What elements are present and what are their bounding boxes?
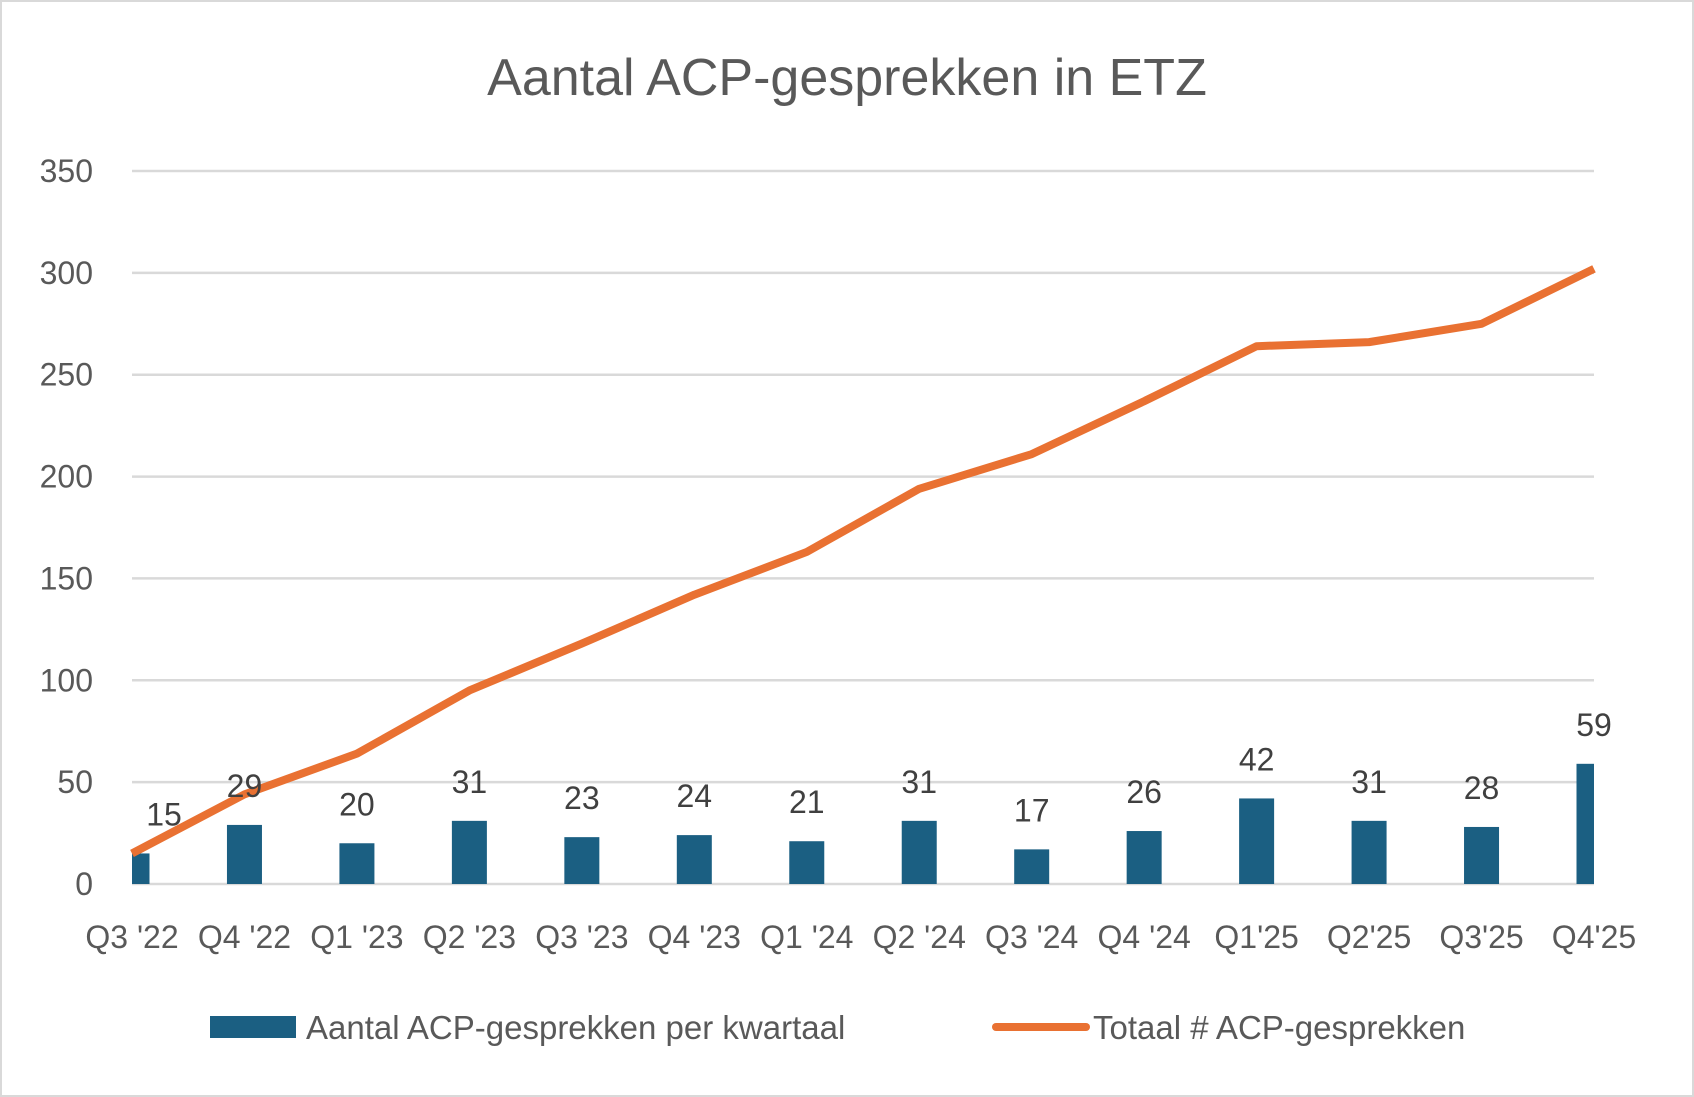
bar [789,841,825,884]
legend: Aantal ACP-gesprekken per kwartaal Totaa… [210,1009,1465,1046]
y-tick-label: 250 [40,357,93,393]
x-axis-ticks: Q3 '22 Q4 '22 Q1 '23 Q2 '23 Q3 '23 Q4 '23 Q1 '… [85,919,1636,955]
data-label: 15 [146,796,182,832]
x-tick-label: Q3 '24 [985,919,1078,955]
y-tick-label: 100 [40,662,93,698]
data-label: 59 [1576,707,1612,743]
bar-series [132,763,1594,884]
bar [1126,831,1162,884]
bar [1576,763,1594,884]
x-tick-label: Q2 '23 [423,919,516,955]
bar [676,835,712,884]
x-tick-label: Q3'25 [1439,919,1523,955]
gridlines [132,169,1594,886]
bar [564,837,600,884]
y-axis-ticks: 0 50 100 150 200 250 300 350 [40,153,93,902]
bar [1464,826,1500,884]
data-labels: 15 29 20 31 23 24 21 31 17 26 42 31 28 59 [146,707,1612,833]
bar [1351,820,1387,884]
data-label: 31 [901,764,937,800]
y-tick-label: 0 [75,866,93,902]
y-tick-label: 200 [40,459,93,495]
legend-line-label: Totaal # ACP-gesprekken [1093,1009,1465,1046]
bar [339,843,375,884]
bar [451,820,487,884]
x-tick-label: Q3 '23 [535,919,628,955]
line-series [130,265,1596,857]
data-label: 28 [1464,770,1500,806]
data-label: 20 [339,786,375,822]
x-tick-label: Q4 '22 [198,919,291,955]
x-tick-label: Q3 '22 [85,919,178,955]
data-label: 42 [1239,741,1275,777]
legend-bar-swatch [210,1016,296,1038]
data-label: 17 [1014,792,1050,828]
bar [226,824,262,884]
x-tick-label: Q1'25 [1214,919,1298,955]
data-label: 31 [1351,764,1387,800]
y-tick-label: 50 [57,764,93,800]
x-tick-label: Q1 '24 [760,919,853,955]
data-label: 21 [789,784,825,820]
data-label: 31 [452,764,488,800]
x-tick-label: Q4 '24 [1098,919,1191,955]
x-tick-label: Q4'25 [1552,919,1636,955]
chart-title: Aantal ACP-gesprekken in ETZ [487,49,1207,107]
data-label: 23 [564,780,600,816]
x-tick-label: Q1 '23 [310,919,403,955]
y-tick-label: 300 [40,255,93,291]
total-line [130,265,1596,857]
y-tick-label: 350 [40,153,93,189]
bar [901,820,937,884]
x-tick-label: Q2 '24 [873,919,966,955]
bar [1239,798,1275,884]
x-tick-label: Q2'25 [1327,919,1411,955]
bar [132,853,150,884]
data-label: 26 [1126,774,1162,810]
y-tick-label: 150 [40,560,93,596]
data-label: 24 [677,778,713,814]
bar [1014,849,1050,884]
x-tick-label: Q4 '23 [648,919,741,955]
data-label: 29 [227,768,263,804]
legend-bar-label: Aantal ACP-gesprekken per kwartaal [306,1009,845,1046]
